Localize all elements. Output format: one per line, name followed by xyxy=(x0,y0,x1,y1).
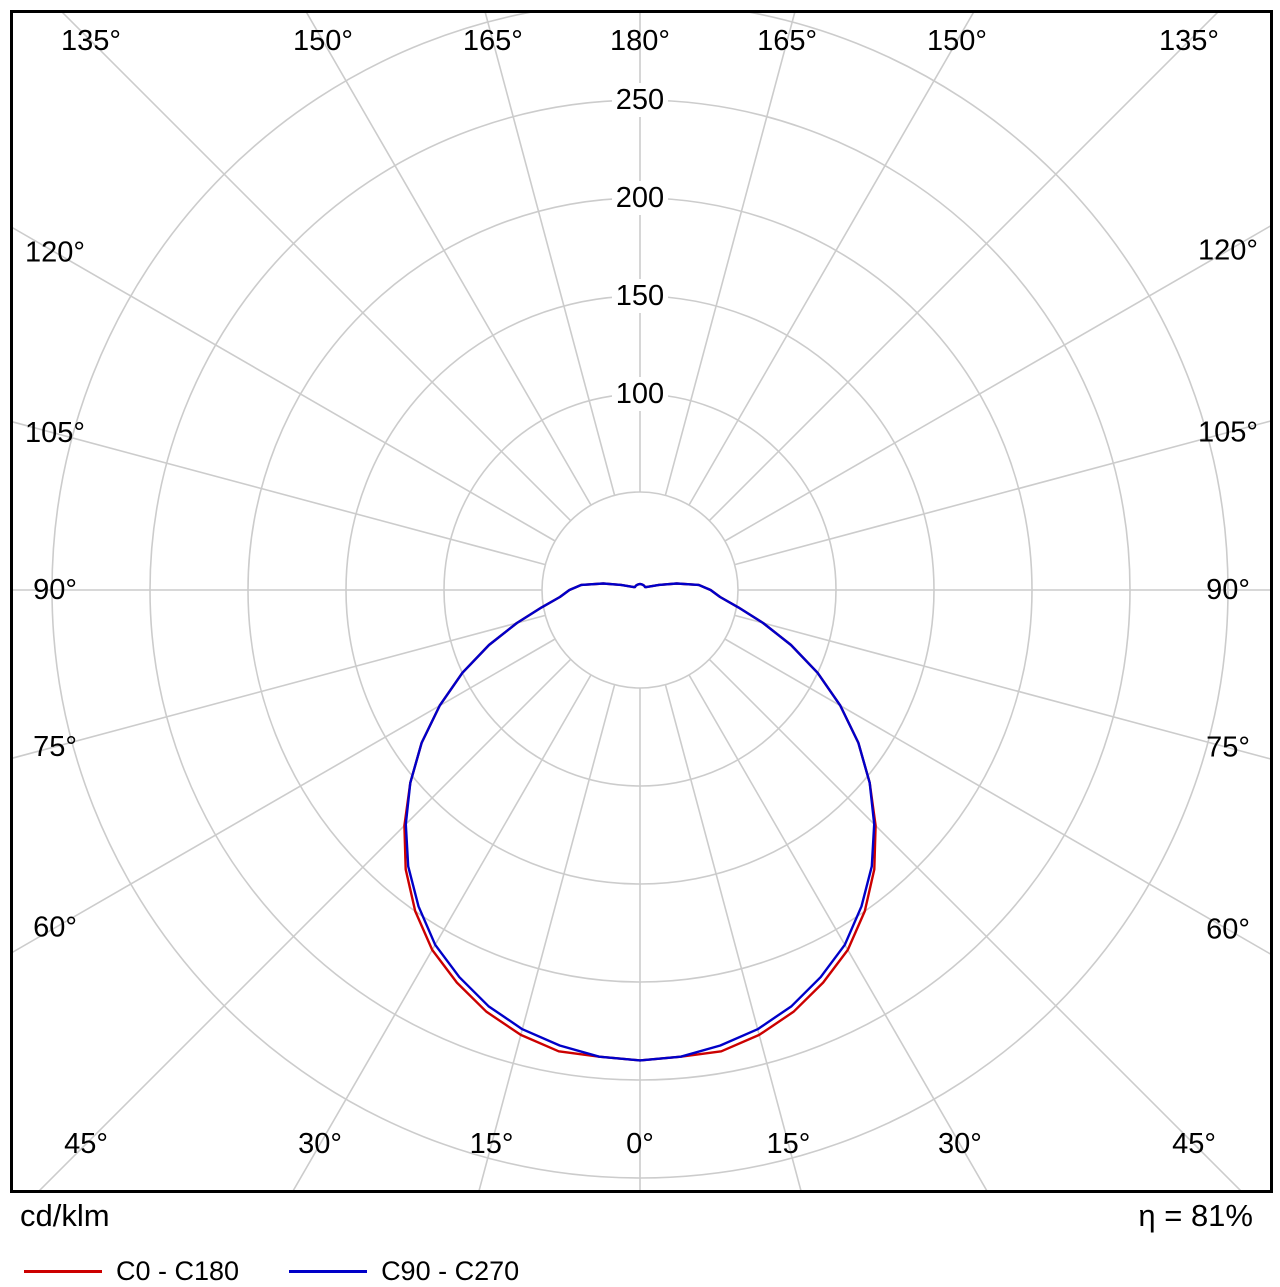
radial-tick-label: 150 xyxy=(616,280,664,312)
radial-tick-bg xyxy=(612,181,668,215)
grid-spoke xyxy=(724,225,1270,542)
angle-label: 60° xyxy=(1206,914,1250,946)
angle-label: 135° xyxy=(61,25,121,57)
efficiency-label: η = 81% xyxy=(1138,1198,1253,1233)
radial-tick-label: 250 xyxy=(616,84,664,116)
legend-swatch xyxy=(289,1270,368,1273)
angle-label: 45° xyxy=(64,1128,108,1160)
polar-chart-frame: 0° 15° 15° 30° 30° 45° 45° 60° 60° 75° 75° 90° 90° 10… xyxy=(10,10,1273,1193)
angle-label: 165° xyxy=(757,25,817,57)
grid-spoke xyxy=(734,420,1270,566)
c90-c270-curve xyxy=(404,582,876,1062)
radial-tick-label: 200 xyxy=(616,182,664,214)
grid-spoke xyxy=(38,658,572,1190)
angle-label: 120° xyxy=(1198,235,1258,267)
angle-label: 135° xyxy=(1159,25,1219,57)
angle-label: 75° xyxy=(1206,732,1250,764)
grid-spoke xyxy=(484,13,616,496)
grid-spoke xyxy=(664,684,802,1190)
angle-label: 0° xyxy=(626,1128,654,1160)
grid-spoke xyxy=(305,13,592,506)
grid-spoke xyxy=(478,684,616,1190)
grid-spoke xyxy=(13,614,546,759)
grid-spoke xyxy=(688,13,975,506)
legend-label: C0 - C180 xyxy=(116,1256,240,1286)
angle-label: 180° xyxy=(610,25,670,57)
angle-label: 105° xyxy=(1198,416,1258,448)
grid-spoke xyxy=(13,421,546,566)
angle-label: 15° xyxy=(470,1128,514,1160)
radial-tick-bg xyxy=(612,377,668,411)
angle-label: 90° xyxy=(33,574,77,606)
grid-spoke xyxy=(688,674,988,1190)
radial-tick-label: 100 xyxy=(616,378,664,410)
legend-label: C90 - C270 xyxy=(381,1256,520,1286)
polar-chart: 0° 15° 15° 30° 30° 45° 45° 60° 60° 75° 75° 90° 90° 10… xyxy=(13,13,1270,1190)
grid-spoke xyxy=(664,13,796,496)
grid-spoke xyxy=(734,614,1270,760)
grid-spoke xyxy=(724,638,1270,955)
angle-label: 150° xyxy=(293,25,353,57)
angle-label: 75° xyxy=(33,731,77,763)
angle-label: 105° xyxy=(25,417,85,449)
angle-label: 15° xyxy=(766,1128,810,1160)
angle-label: 45° xyxy=(1172,1128,1216,1160)
angle-label: 150° xyxy=(927,25,987,57)
units-label: cd/klm xyxy=(20,1198,110,1233)
radial-tick-bg xyxy=(612,279,668,313)
grid-spoke xyxy=(61,13,572,522)
angle-label: 30° xyxy=(298,1128,342,1160)
angle-label: 30° xyxy=(938,1128,982,1160)
legend: C0 - C180 C90 - C270 xyxy=(24,1256,569,1287)
grid-spoke xyxy=(292,674,592,1190)
radial-tick-bg xyxy=(612,83,668,117)
grid-spoke xyxy=(708,13,1219,522)
legend-item: C90 - C270 xyxy=(289,1256,519,1287)
angle-label: 120° xyxy=(25,236,85,268)
angle-label: 60° xyxy=(33,912,77,944)
grid-spoke xyxy=(13,638,556,953)
grid-spoke xyxy=(708,658,1242,1190)
legend-swatch xyxy=(24,1270,102,1273)
angle-label: 165° xyxy=(463,25,523,57)
legend-item: C0 - C180 xyxy=(24,1256,239,1287)
angle-label: 90° xyxy=(1206,574,1250,606)
grid-spoke xyxy=(13,227,556,542)
